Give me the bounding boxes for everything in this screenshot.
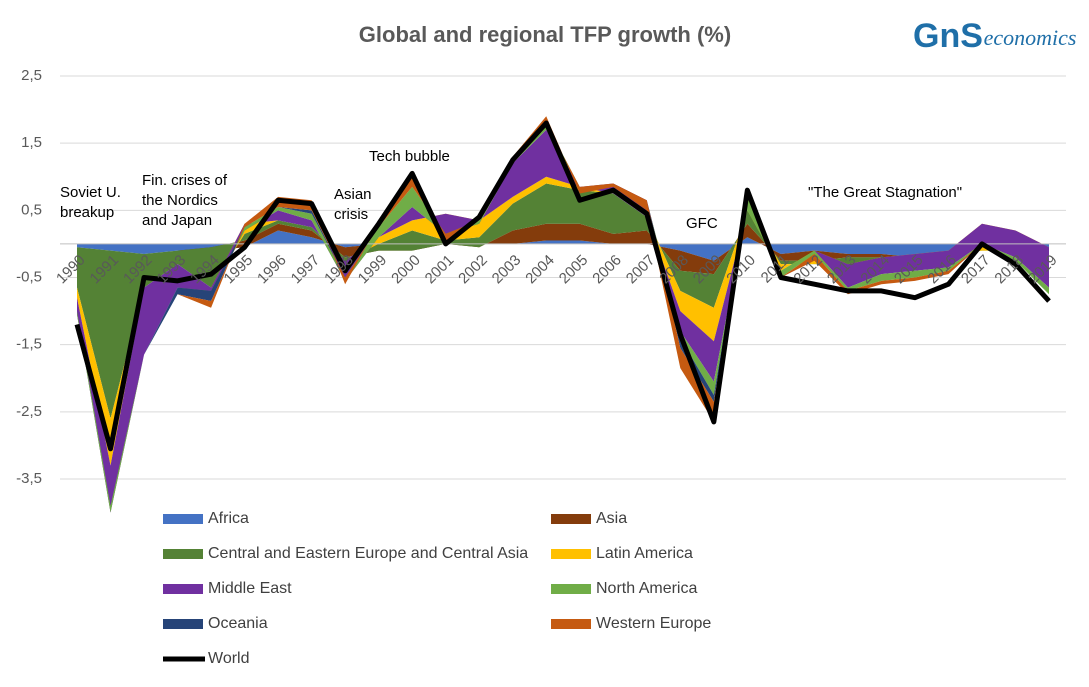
legend-swatch	[551, 619, 591, 629]
y-tick-label: -0,5	[16, 268, 42, 285]
annotation: breakup	[60, 204, 114, 221]
annotation: "The Great Stagnation"	[808, 184, 962, 201]
legend-label: Asia	[596, 510, 627, 527]
y-tick-label: 0,5	[21, 201, 42, 218]
legend-label: Western Europe	[596, 615, 711, 632]
annotation: Soviet U.	[60, 184, 121, 201]
x-tick-label: 2000	[388, 252, 424, 288]
legend-swatch	[551, 514, 591, 524]
y-tick-label: -1,5	[16, 336, 42, 353]
logo-text: economics	[984, 25, 1077, 50]
legend-swatch	[163, 514, 203, 524]
legend-swatch	[163, 619, 203, 629]
x-tick-label: 1997	[288, 252, 324, 288]
area	[77, 230, 1049, 261]
x-tick-label: 2005	[556, 252, 592, 288]
legend-swatch	[551, 549, 591, 559]
legend-swatch	[163, 584, 203, 594]
legend-label: Oceania	[208, 615, 268, 632]
chart-title: Global and regional TFP growth (%)	[359, 22, 731, 47]
annotation: Asian	[334, 186, 372, 203]
legend-label: North America	[596, 580, 697, 597]
x-tick-label: 2004	[522, 252, 558, 288]
annotation: and Japan	[142, 212, 212, 229]
y-tick-label: 1,5	[21, 134, 42, 151]
legend-label: Africa	[208, 510, 249, 527]
logo-mark: GnS	[913, 17, 983, 55]
x-tick-label: 1996	[254, 252, 290, 288]
legend-swatch	[163, 549, 203, 559]
annotation: GFC	[686, 215, 718, 232]
annotation: Tech bubble	[369, 148, 450, 165]
x-tick-label: 2002	[455, 252, 491, 288]
x-tick-label: 2006	[589, 252, 625, 288]
legend-label: Latin America	[596, 545, 693, 562]
y-tick-label: -2,5	[16, 403, 42, 420]
annotation: Fin. crises of	[142, 172, 228, 189]
legend-label: Central and Eastern Europe and Central A…	[208, 545, 528, 562]
annotation: crisis	[334, 206, 368, 223]
area	[77, 223, 1049, 275]
x-tick-label: 2003	[489, 252, 525, 288]
annotation: the Nordics	[142, 192, 218, 209]
y-tick-label: -3,5	[16, 470, 42, 487]
legend-label: Middle East	[208, 580, 292, 597]
x-tick-label: 2001	[422, 252, 458, 288]
legend-label: World	[208, 650, 250, 667]
y-tick-label: 2,5	[21, 67, 42, 84]
legend-swatch	[551, 584, 591, 594]
x-tick-label: 2007	[623, 252, 659, 288]
area	[77, 183, 1049, 419]
world-line	[74, 120, 1051, 452]
